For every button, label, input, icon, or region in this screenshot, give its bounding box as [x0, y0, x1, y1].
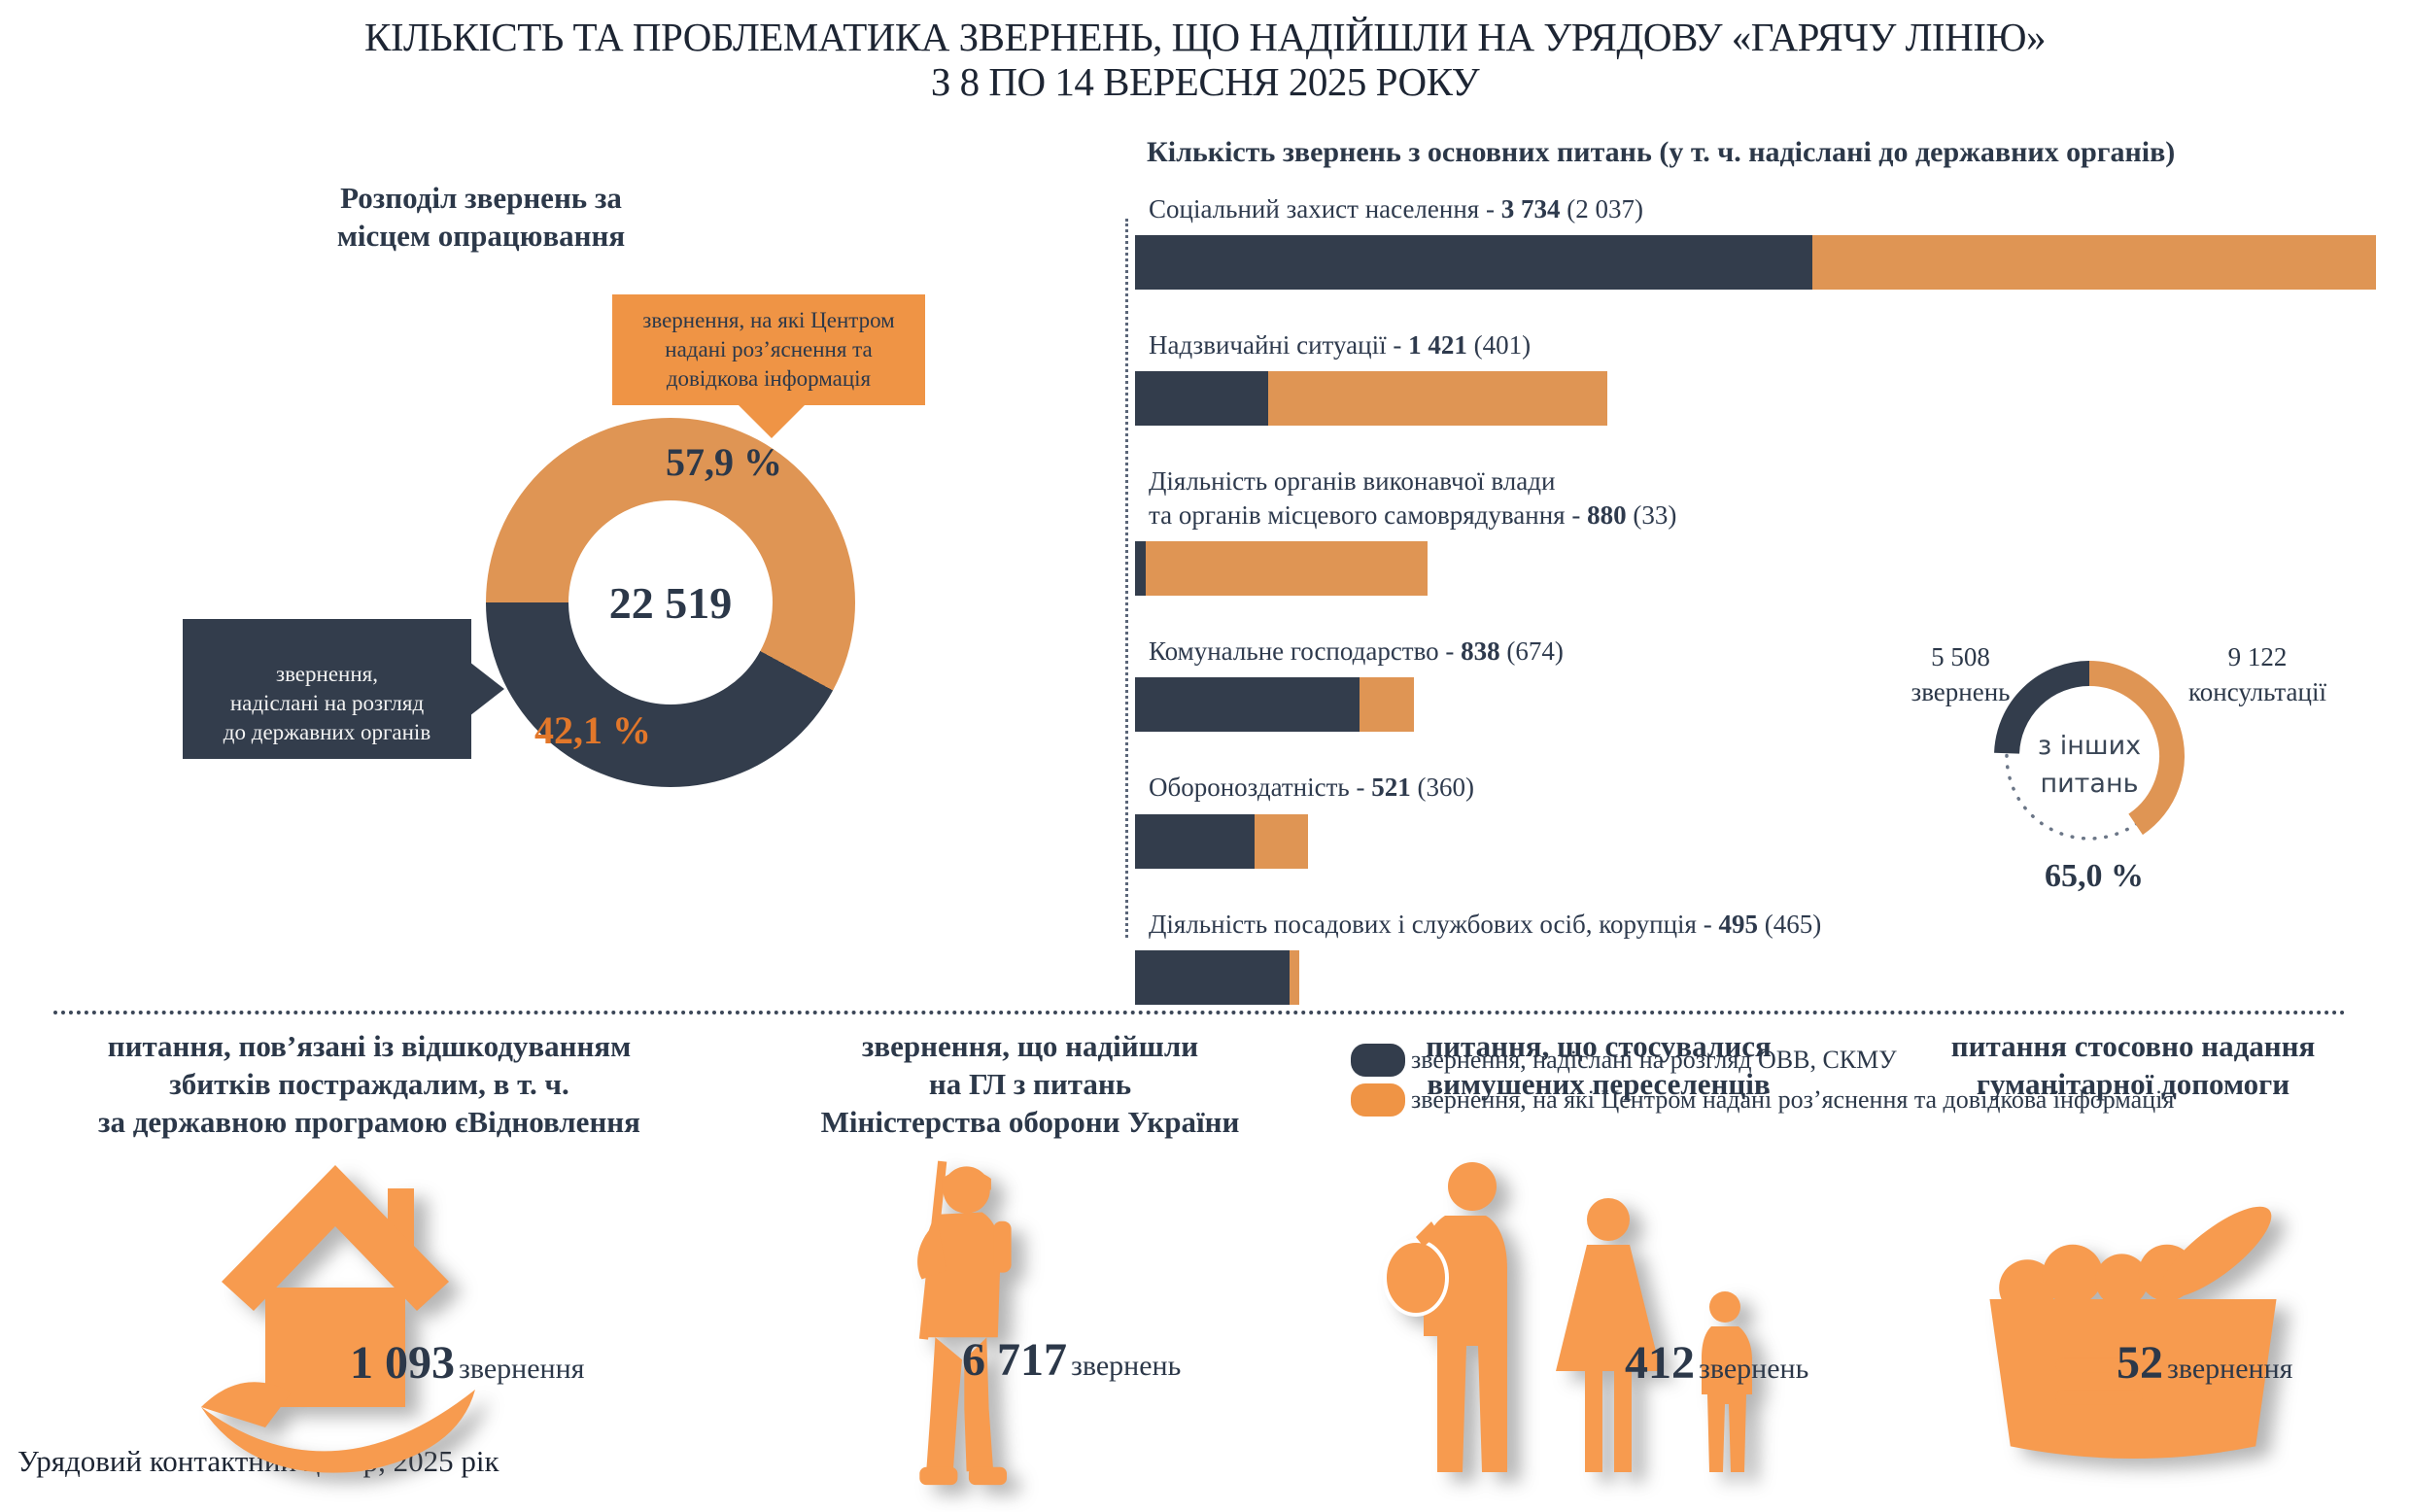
page-title-line2: З 8 ПО 14 ВЕРЕСНЯ 2025 РОКУ — [930, 58, 1480, 104]
bar — [1135, 541, 1428, 597]
bar-label: Діяльність органів виконавчої влади та о… — [1149, 466, 1677, 531]
stat-unit-displaced: звернень — [1699, 1353, 1809, 1385]
callout-sent-to-state: звернення, надіслані на розгляд до держа… — [183, 619, 504, 759]
bar-row: Діяльність посадових і службових осіб, к… — [1135, 908, 2393, 1005]
gauge-arc-dark-icon — [1994, 661, 2090, 755]
bar-label: Діяльність посадових і службових осіб, к… — [1149, 909, 1822, 939]
gauge-rings — [1994, 661, 2185, 841]
legend-item-explained: звернення, на які Центром надані роз’ясн… — [1351, 1082, 2393, 1117]
bar-explained-segment — [1268, 371, 1607, 427]
bar-explained-segment — [1289, 949, 1299, 1005]
donut-chart-title: Розподіл звернень за місцем опрацювання — [336, 181, 626, 253]
family-icon — [1383, 1162, 1752, 1472]
bar-row: Надзвичайні ситуації - 1 421 (401) — [1135, 328, 2393, 427]
donut-chart: 57,9 % 42,1 % 22 519 — [486, 418, 855, 787]
bar-chart-axis — [1125, 219, 1128, 938]
bar — [1135, 235, 2376, 291]
bar-sent-segment — [1135, 677, 1360, 733]
gauge-arc-orange-icon — [2088, 661, 2185, 836]
stat-value-compensation: 1 093 звернення — [350, 1336, 584, 1390]
legend-swatch-orange-icon — [1351, 1082, 1405, 1117]
bar-explained-segment — [1359, 677, 1414, 733]
stat-value-humanitarian: 52 звернення — [2117, 1336, 2292, 1390]
gauge-center-label: з інших питань — [2037, 731, 2142, 800]
bar-chart: Соціальний захист населення - 3 734 (2 0… — [1135, 192, 2393, 1123]
legend-swatch-dark-icon — [1351, 1043, 1405, 1077]
stat-value-displaced: 412 звернень — [1625, 1336, 1808, 1390]
bar-explained-segment — [1146, 541, 1428, 597]
bar-rows: Соціальний захист населення - 3 734 (2 0… — [1135, 192, 2393, 1005]
bar-sent-segment — [1135, 949, 1290, 1005]
stat-unit-humanitarian: звернення — [2167, 1353, 2293, 1385]
stat-number-compensation: 1 093 — [350, 1337, 455, 1389]
stat-value-defense: 6 717 звернень — [962, 1333, 1181, 1387]
food-basket-icon — [1989, 1206, 2277, 1460]
bar-row: Діяльність органів виконавчої влади та о… — [1135, 464, 2393, 597]
gauge-right-value: 9 122 консультації — [2160, 639, 2355, 710]
bar-label: Надзвичайні ситуації - 1 421 (401) — [1149, 330, 1532, 361]
stat-head-compensation: питання, пов’язані із відшкодуванням зби… — [98, 1029, 640, 1139]
page-title: КІЛЬКІСТЬ ТА ПРОБЛЕМАТИКА ЗВЕРНЕНЬ, ЩО Н… — [0, 15, 2410, 105]
bar-label: Обороноздатність - 521 (360) — [1149, 773, 1474, 803]
bar-chart-title: Кількість звернень з основних питань (у … — [1147, 136, 2176, 168]
legend-item-sent: звернення, надіслані на розгляд ОВВ, СКМ… — [1351, 1043, 2393, 1077]
callout-explanations: звернення, на які Центром надані роз’ясн… — [612, 294, 925, 438]
gauge-right-unit: консультації — [2188, 677, 2326, 707]
bar-sent-segment — [1135, 235, 1812, 291]
soldier-icon — [917, 1160, 1012, 1486]
stat-head-defense-hotline: звернення, що надійшли на ГЛ з питань Мі… — [820, 1029, 1240, 1139]
bar-sent-segment — [1135, 541, 1147, 597]
house-in-hand-icon — [201, 1165, 475, 1473]
bar — [1135, 813, 1308, 869]
stat-unit-defense: звернень — [1071, 1350, 1182, 1382]
callout-sent-to-state-label: звернення, надіслані на розгляд до держа… — [223, 661, 431, 744]
other-questions-gauge: 5 508 звернень 9 122 консультації з інши… — [1885, 622, 2371, 943]
stat-number-defense: 6 717 — [962, 1334, 1067, 1386]
page-title-line1: КІЛЬКІСТЬ ТА ПРОБЛЕМАТИКА ЗВЕРНЕНЬ, ЩО Н… — [364, 15, 2046, 59]
bar-explained-segment — [1811, 235, 2376, 291]
gauge-left-value: 5 508 звернень — [1890, 639, 2031, 710]
stat-unit-compensation: звернення — [459, 1353, 585, 1385]
gauge-share-pct: 65,0 % — [2045, 858, 2144, 894]
bar-chart-legend: звернення, надіслані на розгляд ОВВ, СКМ… — [1351, 1043, 2393, 1117]
bar-row: Соціальний захист населення - 3 734 (2 0… — [1135, 192, 2393, 291]
bar-row: Комунальне господарство - 838 (674) — [1135, 635, 2393, 733]
bar-sent-segment — [1135, 371, 1269, 427]
stat-head-humanitarian: питання стосовно надання гуманітарної до… — [1950, 1029, 2316, 1101]
stat-head-displaced: питання, що стосувалися вимушених пересе… — [1426, 1029, 1772, 1101]
stat-number-displaced: 412 — [1625, 1337, 1695, 1389]
stat-number-humanitarian: 52 — [2117, 1337, 2163, 1389]
bar-label: Соціальний захист населення - 3 734 (2 0… — [1149, 194, 1643, 223]
bar — [1135, 949, 1299, 1005]
bar — [1135, 677, 1414, 733]
legend-label-explained: звернення, на які Центром надані роз’ясн… — [1411, 1084, 2175, 1114]
donut-pct-orange: 57,9 % — [666, 440, 782, 484]
donut-total: 22 519 — [608, 577, 733, 628]
callout-explanations-label: звернення, на які Центром надані роз’ясн… — [642, 308, 895, 391]
dotted-separator — [53, 1011, 2347, 1014]
donut-hole: 22 519 — [568, 500, 773, 704]
bar-label: Комунальне господарство - 838 (674) — [1149, 636, 1564, 667]
bar-explained-segment — [1254, 813, 1308, 869]
legend-label-sent: звернення, надіслані на розгляд ОВВ, СКМ… — [1411, 1045, 1897, 1074]
bar-sent-segment — [1135, 813, 1255, 869]
bar-row: Обороноздатність - 521 (360) — [1135, 771, 2393, 869]
gauge-left-unit: звернень — [1911, 677, 2011, 707]
gauge-right-number: 9 122 — [2227, 642, 2288, 671]
donut-pct-dark: 42,1 % — [534, 708, 651, 752]
bar — [1135, 371, 1607, 427]
gauge-left-number: 5 508 — [1931, 642, 1990, 671]
